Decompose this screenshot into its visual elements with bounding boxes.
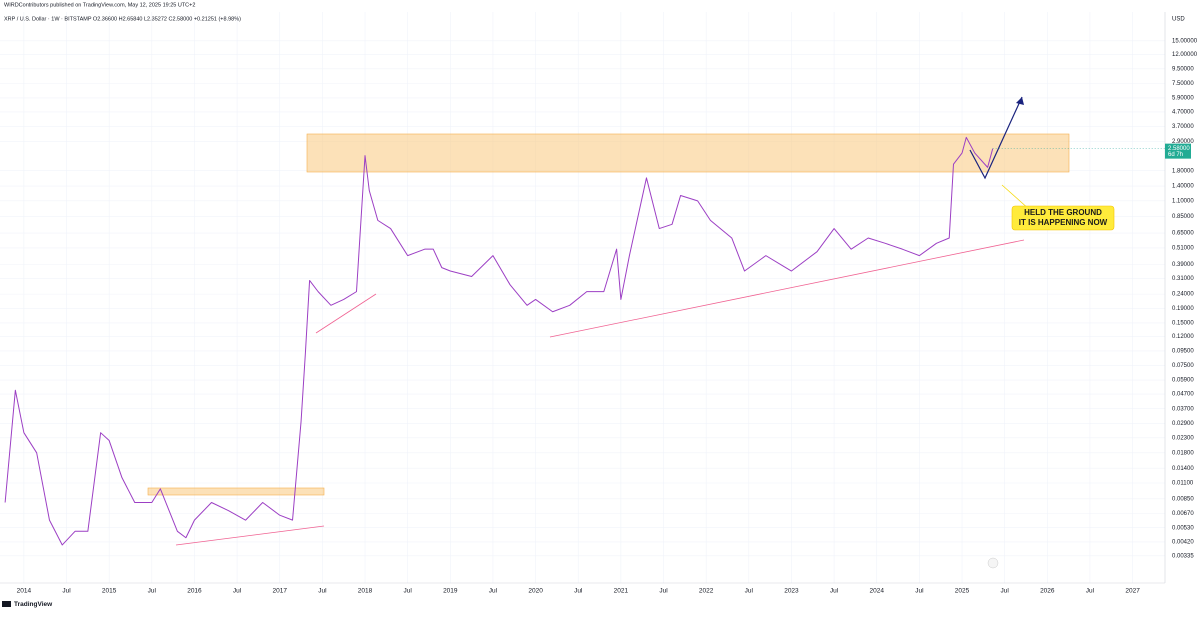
y-tick-label: 0.19000 [1172, 306, 1194, 312]
x-tick-label: Jul [148, 588, 157, 595]
y-tick-label: 1.40000 [1172, 184, 1194, 190]
y-tick-label: 0.02900 [1172, 421, 1194, 427]
resistance-zone [147, 487, 325, 496]
y-tick-label: 0.01400 [1172, 466, 1194, 472]
y-tick-label: 0.24000 [1172, 292, 1194, 298]
y-tick-label: 7.50000 [1172, 81, 1194, 87]
x-tick-label: 2024 [870, 588, 885, 595]
x-tick-label: 2027 [1125, 588, 1140, 595]
y-tick-label: 0.01100 [1172, 481, 1194, 487]
x-tick-label: 2025 [955, 588, 970, 595]
x-tick-label: Jul [915, 588, 924, 595]
y-tick-label: 0.00420 [1172, 540, 1194, 546]
x-tick-label: Jul [1001, 588, 1010, 595]
annotation: HELD THE GROUND IT IS HAPPENING NOW [1019, 208, 1108, 227]
x-tick-label: Jul [233, 588, 242, 595]
symbol-info: XRP / U.S. Dollar · 1W · BITSTAMP O2.366… [4, 16, 241, 22]
x-tick-label: 2023 [784, 588, 799, 595]
y-tick-label: 4.70000 [1172, 109, 1194, 115]
y-tick-label: 0.04700 [1172, 392, 1194, 398]
y-tick-label: 0.00335 [1172, 553, 1194, 559]
y-tick-label: 0.85000 [1172, 214, 1194, 220]
x-tick-label: Jul [404, 588, 413, 595]
arrow-head [1016, 97, 1024, 105]
x-tick-label: 2020 [528, 588, 543, 595]
y-tick-label: 0.00530 [1172, 525, 1194, 531]
y-tick-label: 15.00000 [1172, 38, 1198, 44]
y-tick-label: 0.05900 [1172, 378, 1194, 384]
x-tick-label: 2014 [17, 588, 32, 595]
y-tick-label: 0.02300 [1172, 435, 1194, 441]
publisher: WIRDContributors published on TradingVie… [4, 2, 195, 8]
last-price-box [1165, 143, 1191, 159]
projection-arrow [969, 96, 1023, 180]
callout-box [1011, 205, 1115, 231]
y-tick-label: 0.12000 [1172, 334, 1194, 340]
x-tick-label: 2017 [273, 588, 288, 595]
x-tick-label: 2016 [187, 588, 202, 595]
event-icon[interactable] [987, 557, 999, 569]
x-tick-label: Jul [830, 588, 839, 595]
resistance-zone [306, 133, 1070, 173]
y-tick-label: 0.31000 [1172, 276, 1194, 282]
footer: TradingView [14, 601, 53, 608]
y-tick-label: 5.90000 [1172, 96, 1194, 102]
y-tick-label: 1.10000 [1172, 198, 1194, 204]
y-tick-label: 0.15000 [1172, 321, 1194, 327]
x-tick-label: 2019 [443, 588, 458, 595]
y-tick-label: 3.70000 [1172, 124, 1194, 130]
x-tick-label: Jul [574, 588, 583, 595]
trend-line [175, 525, 325, 546]
y-tick-label: 0.00670 [1172, 511, 1194, 517]
x-tick-label: Jul [745, 588, 754, 595]
currency-label: USD [1172, 17, 1185, 23]
x-tick-label: Jul [62, 588, 71, 595]
trend-line [315, 293, 377, 334]
y-tick-label: 12.00000 [1172, 52, 1198, 58]
x-tick-label: 2021 [614, 588, 629, 595]
y-tick-label: 0.07500 [1172, 363, 1194, 369]
y-tick-label: 2.90000 [1172, 139, 1194, 145]
y-tick-label: 0.01800 [1172, 450, 1194, 456]
price-line [4, 136, 994, 546]
countdown: 6d 7h [1168, 152, 1183, 158]
y-tick-label: 9.50000 [1172, 66, 1194, 72]
y-tick-label: 0.00850 [1172, 496, 1194, 502]
y-tick-label: 0.51000 [1172, 246, 1194, 252]
y-tick-label: 0.39000 [1172, 262, 1194, 268]
y-tick-label: 0.65000 [1172, 231, 1194, 237]
x-tick-label: 2022 [699, 588, 714, 595]
y-tick-label: 0.09500 [1172, 348, 1194, 354]
plot [4, 136, 994, 546]
last-price-label: 2.58000 [1168, 146, 1190, 152]
x-tick-label: Jul [318, 588, 327, 595]
y-tick-label: 1.80000 [1172, 168, 1194, 174]
x-tick-label: 2015 [102, 588, 117, 595]
trend-line [549, 239, 1025, 338]
x-tick-label: 2026 [1040, 588, 1055, 595]
x-tick-label: Jul [489, 588, 498, 595]
x-tick-label: Jul [1086, 588, 1095, 595]
x-tick-label: 2018 [358, 588, 373, 595]
tv-logo [2, 601, 11, 607]
y-tick-label: 0.03700 [1172, 406, 1194, 412]
x-tick-label: Jul [659, 588, 668, 595]
